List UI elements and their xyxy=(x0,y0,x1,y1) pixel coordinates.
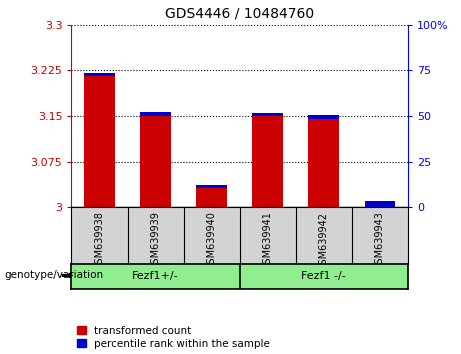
Text: GSM639943: GSM639943 xyxy=(375,212,385,270)
Bar xyxy=(84,73,115,76)
Bar xyxy=(308,115,339,119)
Bar xyxy=(140,116,171,207)
Text: GSM639939: GSM639939 xyxy=(151,212,160,270)
Text: Fezf1+/-: Fezf1+/- xyxy=(132,271,179,281)
Bar xyxy=(196,188,227,207)
Title: GDS4446 / 10484760: GDS4446 / 10484760 xyxy=(165,7,314,21)
Text: GSM639941: GSM639941 xyxy=(263,212,273,270)
Bar xyxy=(84,76,115,207)
Legend: transformed count, percentile rank within the sample: transformed count, percentile rank withi… xyxy=(77,326,270,349)
Bar xyxy=(140,112,171,116)
Text: genotype/variation: genotype/variation xyxy=(5,270,104,280)
Bar xyxy=(196,184,227,188)
Bar xyxy=(365,201,396,207)
Text: GSM639938: GSM639938 xyxy=(95,212,105,270)
Text: GSM639942: GSM639942 xyxy=(319,212,329,270)
Text: Fezf1 -/-: Fezf1 -/- xyxy=(301,271,346,281)
Bar xyxy=(308,119,339,207)
Bar xyxy=(252,116,283,207)
Bar xyxy=(252,113,283,116)
Text: GSM639940: GSM639940 xyxy=(207,212,217,270)
